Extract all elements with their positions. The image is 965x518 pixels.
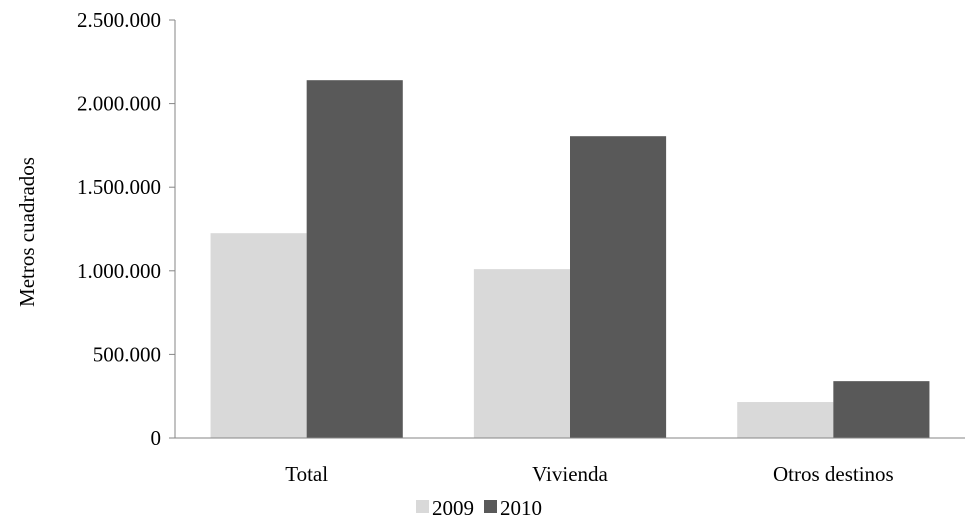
y-axis-ticks: 0 500.000 1.000.000 1.500.000 2.000.000 2.500… <box>77 8 175 450</box>
x-axis-labels: Total Vivienda Otros destinos <box>285 462 893 486</box>
x-category-label: Otros destinos <box>773 462 894 486</box>
y-tick-label: 1.500.000 <box>77 175 161 199</box>
y-tick-label: 2.000.000 <box>77 92 161 116</box>
bars <box>210 80 930 439</box>
y-tick-label: 500.000 <box>93 342 161 366</box>
x-category-label: Total <box>285 462 328 486</box>
y-tick-label: 0 <box>151 426 162 450</box>
y-tick-label: 2.500.000 <box>77 8 161 32</box>
bar-2009-otros-destinos <box>737 402 834 438</box>
bar-2010-otros-destinos <box>833 381 930 438</box>
x-category-label: Vivienda <box>532 462 608 486</box>
bar-2009-total <box>210 233 307 438</box>
legend: 2009 2010 <box>416 496 542 518</box>
legend-swatch-2010 <box>484 500 497 513</box>
legend-swatch-2009 <box>416 500 429 513</box>
y-tick-label: 1.000.000 <box>77 259 161 283</box>
y-axis-title: Metros cuadrados <box>15 157 39 307</box>
bar-2010-vivienda <box>570 136 667 439</box>
bar-2010-total <box>306 80 403 438</box>
legend-label-2009: 2009 <box>432 496 474 518</box>
bar-2009-vivienda <box>473 269 570 438</box>
legend-label-2010: 2010 <box>500 496 542 518</box>
